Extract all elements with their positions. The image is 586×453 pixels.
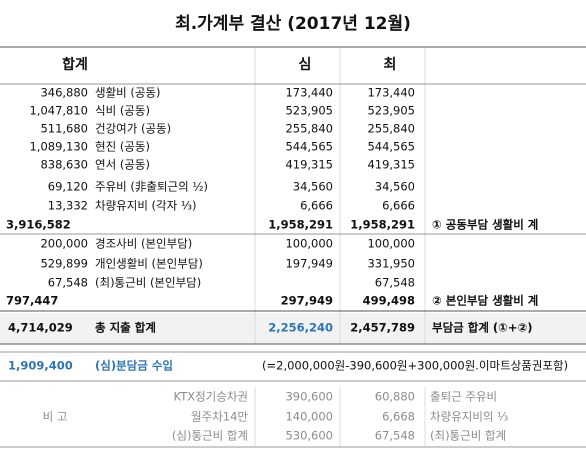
- cell-note: 부담금 합계 (①+②): [432, 321, 533, 335]
- cell-choi: 60,880: [375, 390, 415, 404]
- cell-item: KTX정기승차권: [174, 390, 248, 404]
- cell-item: (최)통근비 (본인부담): [95, 276, 201, 290]
- cell-note: ② 본인부담 생활비 계: [432, 294, 538, 308]
- cell-total: 67,548: [48, 276, 88, 290]
- header-choi: 최: [384, 57, 397, 73]
- cell-total: 4,714,029: [8, 321, 73, 335]
- cell-choi: 34,560: [375, 180, 415, 194]
- cell-total: 511,680: [40, 122, 88, 136]
- cell-choi: 499,498: [363, 294, 415, 308]
- cell-choi: 2,457,789: [350, 321, 415, 335]
- cell-choi: 255,840: [367, 122, 415, 136]
- cell-choi: 523,905: [367, 104, 415, 118]
- remarks-label: 비 고: [43, 410, 68, 424]
- cell-item: 주유비 (非출퇴근의 ½): [95, 180, 208, 194]
- cell-item: (심)분담금 수입: [95, 359, 173, 373]
- cell-choi: 544,565: [367, 140, 415, 154]
- cell-item: 현진 (공동): [95, 140, 150, 154]
- cell-note: 출퇴근 주유비: [430, 390, 497, 404]
- cell-sim: 419,315: [285, 158, 333, 172]
- cell-total: 529,899: [40, 257, 88, 271]
- cell-item: 생활비 (공동): [95, 86, 161, 100]
- cell-choi: 100,000: [367, 237, 415, 251]
- cell-choi: 6,666: [382, 199, 415, 213]
- cell-item: 개인생활비 (본인부담): [95, 257, 203, 271]
- cell-sim: 6,666: [300, 199, 333, 213]
- cell-sim: 100,000: [285, 237, 333, 251]
- cell-choi: 67,548: [375, 276, 415, 290]
- title: 최.가계부 결산 (2017년 12월): [175, 14, 411, 34]
- cell-total: 3,916,582: [6, 218, 71, 232]
- cell-choi: 173,440: [367, 86, 415, 100]
- cell-total: 200,000: [40, 237, 88, 251]
- cell-choi: 67,548: [375, 429, 415, 443]
- cell-total: 1,909,400: [8, 359, 73, 373]
- cell-item: (심)통근비 합계: [172, 429, 248, 443]
- cell-total: 1,089,130: [29, 140, 88, 154]
- cell-choi: 419,315: [367, 158, 415, 172]
- cell-item: 총 지출 합계: [95, 321, 156, 335]
- cell-item: 월주차14만: [191, 410, 248, 424]
- cell-total: 69,120: [48, 180, 88, 194]
- row-lines: [0, 46, 586, 448]
- header-total: 합계: [62, 56, 88, 73]
- column-lines: [254, 47, 426, 447]
- cell-sim: 197,949: [285, 257, 333, 271]
- cell-sim: 523,905: [285, 104, 333, 118]
- total-row-shade: [0, 313, 586, 344]
- cell-total: 797,447: [6, 294, 58, 308]
- cell-choi: 6,668: [382, 410, 415, 424]
- cell-sim: 140,000: [285, 410, 333, 424]
- cell-choi: 1,958,291: [350, 218, 415, 232]
- cell-note: ① 공동부담 생활비 계: [432, 218, 538, 232]
- cell-item: 식비 (공동): [95, 104, 150, 118]
- cell-total: 1,047,810: [29, 104, 88, 118]
- cell-item: 경조사비 (본인부담): [95, 237, 192, 251]
- cell-sim: 390,600: [285, 390, 333, 404]
- cell-sim: 2,256,240: [268, 321, 333, 335]
- cell-item: 건강여가 (공동): [95, 122, 171, 136]
- cell-sim: 544,565: [285, 140, 333, 154]
- header-sim: 심: [299, 57, 312, 73]
- cell-sim: 1,958,291: [268, 218, 333, 232]
- cell-note: (최)통근비 합계: [430, 429, 506, 443]
- cell-total: 838,630: [40, 158, 88, 172]
- cell-sim: 173,440: [285, 86, 333, 100]
- cell-note: (=2,000,000원-390,600원+300,000원.이마트상품권포함): [262, 359, 568, 373]
- cell-sim: 255,840: [285, 122, 333, 136]
- cell-item: 차량유지비 (각자 ⅓): [95, 199, 197, 213]
- cell-sim: 530,600: [285, 429, 333, 443]
- cell-note: 차량유지비의 ⅓: [430, 410, 508, 424]
- cell-sim: 297,949: [281, 294, 333, 308]
- cell-sim: 34,560: [293, 180, 333, 194]
- cell-choi: 331,950: [367, 257, 415, 271]
- cell-total: 13,332: [48, 199, 88, 213]
- cell-total: 346,880: [40, 86, 88, 100]
- cell-item: 연서 (공동): [95, 158, 150, 172]
